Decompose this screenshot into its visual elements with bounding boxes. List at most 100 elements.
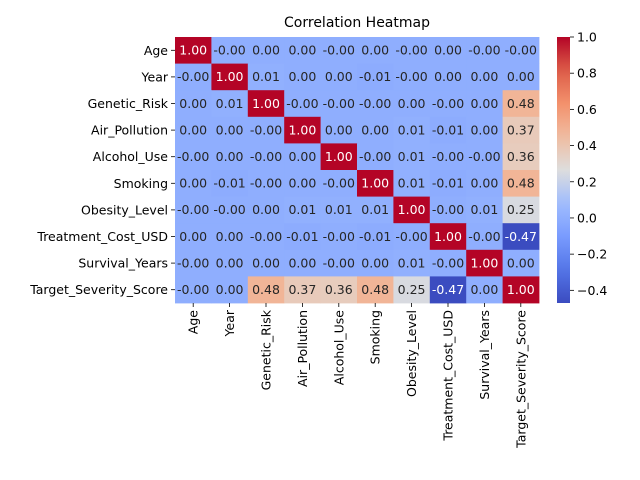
cell-value-label: 0.48 xyxy=(252,282,280,297)
heatmap-cell xyxy=(247,249,285,277)
heatmap-cell xyxy=(357,63,394,91)
colorbar-tick-label: 0.8 xyxy=(577,66,597,81)
heatmap-cell xyxy=(284,37,321,64)
heatmap-cell xyxy=(393,276,431,304)
colorbar-tick-label: 0.2 xyxy=(577,174,597,189)
cell-value-label: 0.01 xyxy=(398,176,426,191)
cell-value-label: -0.00 xyxy=(177,69,209,84)
heatmap-cell xyxy=(357,223,394,251)
cell-value-label: 0.00 xyxy=(216,282,244,297)
x-tick-label: Alcohol_Use xyxy=(331,310,346,385)
cell-value-label: 0.00 xyxy=(179,96,207,111)
cell-value-label: -0.00 xyxy=(250,176,282,191)
heatmap-cell xyxy=(466,223,503,251)
heatmap-cell xyxy=(429,143,467,171)
cell-value-label: 1.00 xyxy=(179,43,207,58)
cell-value-label: 0.48 xyxy=(507,176,535,191)
heatmap-cell xyxy=(175,143,212,171)
cell-value-label: 0.00 xyxy=(179,122,207,137)
cell-value-label: 0.00 xyxy=(288,255,316,270)
cell-value-label: 0.00 xyxy=(434,43,462,58)
cell-value-label: 0.00 xyxy=(179,176,207,191)
cell-value-label: -0.00 xyxy=(250,149,282,164)
cell-value-label: 0.00 xyxy=(252,202,280,217)
x-tick-label: Year xyxy=(222,309,237,337)
cell-value-label: -0.00 xyxy=(395,69,427,84)
heatmap-cell xyxy=(502,196,540,224)
cell-value-label: 0.00 xyxy=(288,176,316,191)
cell-value-label: 0.00 xyxy=(470,69,498,84)
cell-value-label: 0.00 xyxy=(216,149,244,164)
heatmap-cell xyxy=(175,249,212,277)
cell-value-label: -0.00 xyxy=(359,149,391,164)
heatmap-cell xyxy=(466,276,503,304)
cell-value-label: 0.00 xyxy=(470,96,498,111)
heatmap-cells: 1.00 -0.00 0.00 0.00 -0.00 0.00 -0.00 0.00 -0.00… xyxy=(175,37,540,304)
cell-value-label: 1.00 xyxy=(325,149,353,164)
cell-value-label: -0.01 xyxy=(286,229,318,244)
cell-value-label: 0.00 xyxy=(179,229,207,244)
heatmap-cell xyxy=(320,276,358,304)
heatmap-cell xyxy=(357,276,394,304)
heatmap-cell xyxy=(211,196,249,224)
heatmap-cell xyxy=(320,63,358,91)
x-tick-label: Survival_Years xyxy=(477,310,492,400)
cell-value-label: -0.00 xyxy=(395,43,427,58)
cell-value-label: 0.00 xyxy=(288,43,316,58)
x-tick-label: Target_Severity_Score xyxy=(513,310,528,449)
heatmap-cell xyxy=(247,276,285,304)
heatmap-cell xyxy=(393,116,431,144)
heatmap-cell xyxy=(393,37,431,64)
heatmap-cell xyxy=(320,143,358,171)
colorbar-gradient xyxy=(557,37,570,303)
y-tick-label: Age xyxy=(144,43,168,58)
heatmap-cell xyxy=(211,37,249,64)
heatmap-cell xyxy=(247,37,285,64)
y-tick-label: Obesity_Level xyxy=(81,202,168,217)
y-tick-label: Survival_Years xyxy=(78,256,168,271)
cell-value-label: -0.00 xyxy=(177,255,209,270)
heatmap-cell xyxy=(284,63,321,91)
heatmap-cell xyxy=(502,90,540,118)
heatmap-cell xyxy=(247,196,285,224)
cell-value-label: 0.00 xyxy=(507,255,535,270)
cell-value-label: 0.00 xyxy=(216,122,244,137)
heatmap-cell xyxy=(502,223,540,251)
heatmap-cell xyxy=(284,90,321,118)
heatmap-cell xyxy=(393,90,431,118)
heatmap-cell xyxy=(175,63,212,91)
cell-value-label: -0.01 xyxy=(359,69,391,84)
cell-value-label: 0.25 xyxy=(507,202,535,217)
cell-value-label: 1.00 xyxy=(252,96,280,111)
cell-value-label: 0.25 xyxy=(398,282,426,297)
heatmap-cell xyxy=(247,63,285,91)
heatmap-cell xyxy=(320,37,358,64)
cell-value-label: 0.01 xyxy=(252,69,280,84)
heatmap-cell xyxy=(357,116,394,144)
cell-value-label: 0.36 xyxy=(325,282,353,297)
cell-value-label: -0.00 xyxy=(323,43,355,58)
x-tick-label: Smoking xyxy=(368,310,383,364)
x-tick-label: Age xyxy=(186,310,201,334)
y-tick-label: Year xyxy=(141,69,169,84)
heatmap-cell xyxy=(357,37,394,64)
cell-value-label: 0.00 xyxy=(361,255,389,270)
heatmap-cell xyxy=(320,116,358,144)
heatmap-cell xyxy=(320,249,358,277)
heatmap-cell xyxy=(247,90,285,118)
cell-value-label: -0.47 xyxy=(432,282,464,297)
heatmap-cell xyxy=(466,143,503,171)
heatmap-cell xyxy=(320,170,358,197)
heatmap-cell xyxy=(466,63,503,91)
cell-value-label: -0.47 xyxy=(505,229,537,244)
heatmap-cell xyxy=(466,37,503,64)
cell-value-label: -0.01 xyxy=(213,176,245,191)
cell-value-label: 0.00 xyxy=(470,282,498,297)
cell-value-label: 0.00 xyxy=(325,69,353,84)
cell-value-label: -0.00 xyxy=(432,255,464,270)
heatmap-cell xyxy=(502,276,540,304)
cell-value-label: 0.01 xyxy=(361,202,389,217)
cell-value-label: 0.00 xyxy=(398,96,426,111)
cell-value-label: 0.01 xyxy=(398,122,426,137)
